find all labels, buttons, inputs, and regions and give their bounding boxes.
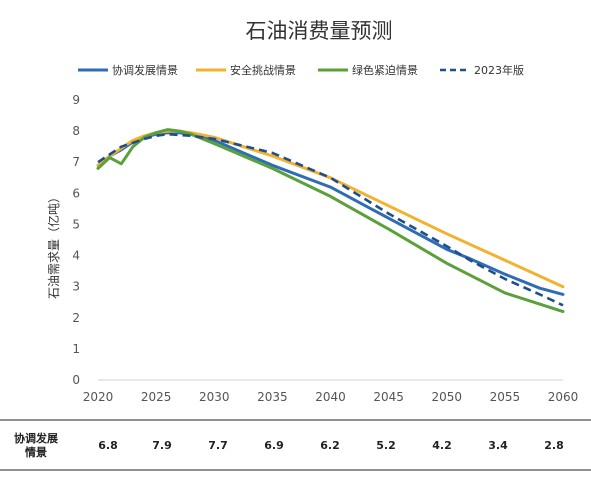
y-tick-label: 1 [72,342,80,356]
y-tick-label: 2 [72,311,80,325]
table-cell: 6.9 [264,439,284,452]
y-axis-label: 石油需求量（亿吨） [46,191,61,299]
y-tick-label: 0 [72,373,80,387]
y-tick-label: 7 [72,155,80,169]
y-tick-label: 8 [72,124,80,138]
legend-label: 安全挑战情景 [230,63,296,77]
legend-label: 2023年版 [474,63,524,77]
table-cell: 2.8 [544,439,564,452]
series-line [97,132,564,307]
y-tick-label: 4 [72,249,80,263]
y-tick-label: 3 [72,280,80,294]
table-cell: 7.9 [152,439,172,452]
x-tick-label: 2055 [490,390,521,404]
x-tick-label: 2040 [315,390,346,404]
table-cell: 4.2 [432,439,452,452]
x-tick-label: 2060 [548,390,579,404]
table-cell: 6.8 [98,439,118,452]
table-row-label: 协调发展 [14,431,59,445]
x-tick-label: 2050 [431,390,462,404]
data-table: 协调发展情景 6.8 7.9 7.7 6.9 6.2 5.2 4.2 3.4 2.8 [14,431,564,459]
x-tick-label: 2030 [199,390,230,404]
table-cell: 7.7 [208,439,228,452]
y-axis-ticks: 0 1 2 3 4 5 6 7 8 9 [72,93,80,387]
table-row-label: 情景 [25,445,47,459]
series-line [96,131,565,296]
chart-legend: 协调发展情景 安全挑战情景 绿色紧迫情景 2023年版 [78,63,524,77]
x-tick-label: 2035 [257,390,288,404]
series-lines [96,128,565,314]
table-cell: 3.4 [488,439,508,452]
series-line [96,129,565,289]
y-tick-label: 6 [72,186,80,200]
x-axis-ticks: 2020 2025 2030 2035 2040 2045 2050 2055 2060 [83,390,579,404]
x-tick-label: 2020 [83,390,114,404]
x-tick-label: 2045 [373,390,404,404]
y-tick-label: 5 [72,217,80,231]
legend-label: 协调发展情景 [112,63,178,77]
series-line [96,128,565,314]
table-cell: 5.2 [376,439,396,452]
chart-title: 石油消费量预测 [246,19,393,43]
legend-label: 绿色紧迫情景 [352,63,418,77]
x-tick-label: 2025 [141,390,172,404]
y-tick-label: 9 [72,93,80,107]
table-cell: 6.2 [320,439,340,452]
